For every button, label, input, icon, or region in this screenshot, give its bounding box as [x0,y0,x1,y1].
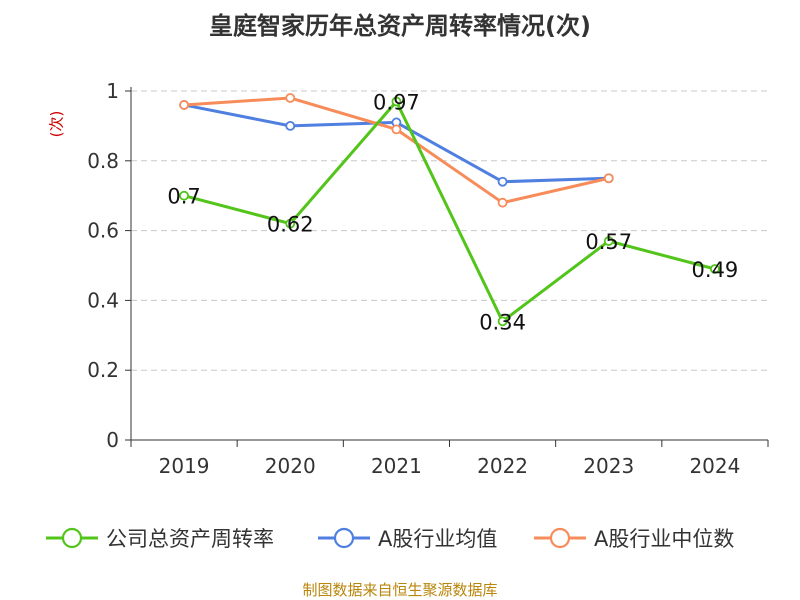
data-label: 0.7 [167,185,200,209]
legend-label: A股行业均值 [378,527,498,551]
x-tick-label: 2024 [689,454,740,478]
x-tick-label: 2023 [583,454,634,478]
x-tick-label: 2022 [477,454,528,478]
data-point [391,124,402,135]
data-label: 0.57 [585,230,632,254]
chart-title: 皇庭智家历年总资产周转率情况(次) [209,12,591,40]
data-label: 0.34 [479,310,526,334]
y-tick-label: 1 [106,79,119,103]
data-point [710,264,720,274]
y-tick-label: 0.6 [87,219,119,243]
legend-item[interactable]: A股行业均值 [318,520,497,556]
series-line [183,103,609,184]
data-point [603,236,614,246]
y-tick-label: 0.8 [87,149,119,173]
legend-marker-icon [534,527,586,549]
y-tick-label: 0 [106,428,119,452]
legend-item[interactable]: A股行业中位数 [534,520,734,556]
x-tick-label: 2019 [159,454,210,478]
y-tick-label: 0.4 [87,288,119,312]
data-label: 0.97 [373,90,420,114]
data-source-note: 制图数据来自恒生聚源数据库 [302,581,498,599]
legend: 公司总资产周转率 A股行业均值 A股行业中位数 [0,520,800,556]
legend-marker-icon [46,527,98,549]
x-tick-label: 2021 [371,454,422,478]
y-tick-label: 0.2 [87,358,119,382]
x-tick-label: 2020 [265,454,316,478]
legend-marker-icon [318,527,370,549]
legend-label: A股行业中位数 [594,527,735,551]
data-point [285,121,296,131]
data-point [497,197,508,208]
data-label: 0.62 [267,213,314,237]
data-point [603,173,614,184]
series-line [183,99,716,323]
data-point [285,218,296,229]
data-point [179,190,189,201]
data-point [497,316,508,327]
data-point [391,96,402,107]
data-point [285,93,296,103]
data-label: 0.49 [692,258,739,282]
legend-item[interactable]: 公司总资产周转率 [46,520,274,556]
data-point [497,176,508,187]
data-point [179,100,189,110]
legend-label: 公司总资产周转率 [106,527,274,551]
